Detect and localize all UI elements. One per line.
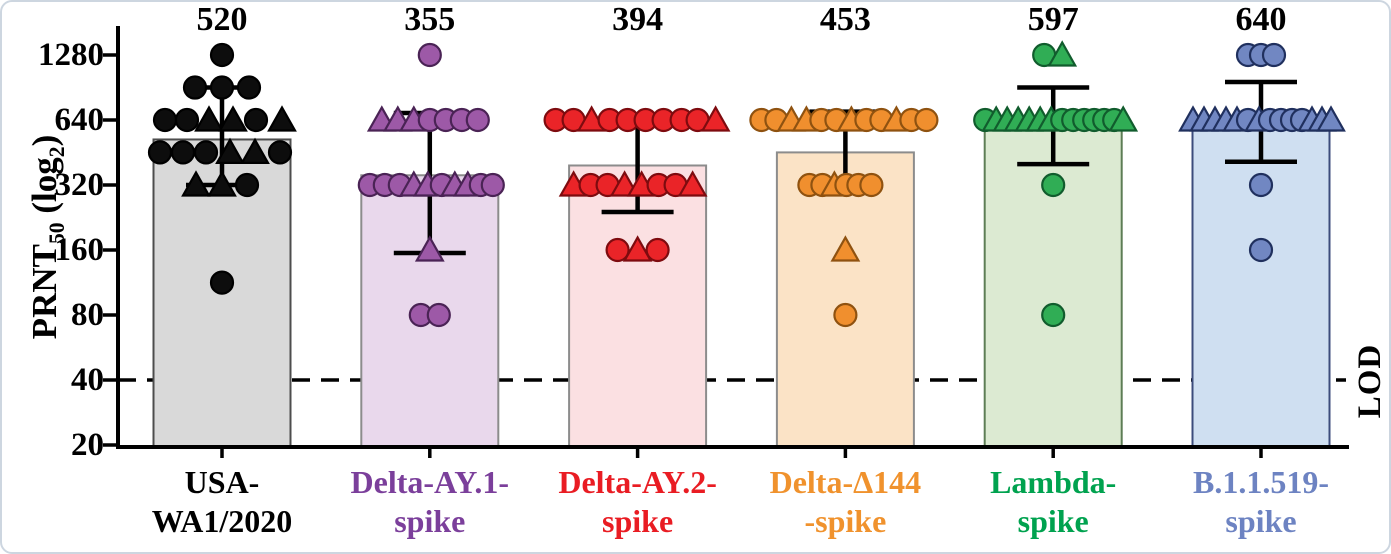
data-point: [426, 302, 451, 328]
data-point: [1041, 172, 1066, 198]
data-point: [859, 172, 884, 198]
group-label-line1: B.1.1.519-: [1193, 464, 1329, 500]
data-point: [1248, 172, 1274, 198]
data-point: [209, 42, 235, 68]
data-point: [700, 105, 731, 132]
group-label-line1: Delta-Δ144: [769, 464, 922, 500]
data-point: [830, 235, 861, 262]
bar-B.1.1.519-spike: [1191, 119, 1331, 448]
gmt-value: 453: [819, 1, 871, 38]
data-point: [833, 302, 858, 328]
data-point: [1108, 105, 1139, 132]
data-point: [417, 42, 442, 68]
lod-label: LOD: [1352, 343, 1388, 419]
group-label-line2: spike: [1017, 503, 1089, 539]
y-tick-label: 40: [71, 362, 104, 398]
data-point: [605, 237, 630, 263]
data-point: [1248, 237, 1274, 263]
y-tick-label: 640: [54, 102, 105, 138]
data-point: [147, 140, 173, 165]
gmt-value: 394: [612, 1, 664, 38]
data-point: [152, 107, 178, 133]
y-tick-label: 1280: [38, 37, 104, 73]
group-label-line2: WA1/2020: [151, 503, 293, 539]
group-label-line1: USA-: [184, 464, 260, 500]
data-point: [243, 107, 269, 133]
data-point: [465, 107, 490, 133]
data-point: [677, 170, 708, 197]
data-point: [267, 105, 297, 132]
y-tick-label: 160: [54, 232, 105, 268]
data-point: [645, 237, 670, 263]
group-label-line2: spike: [602, 503, 674, 539]
data-point: [480, 172, 505, 198]
data-point: [181, 170, 211, 197]
data-point: [240, 137, 270, 165]
data-point: [236, 75, 262, 100]
data-point: [170, 140, 196, 165]
data-point: [215, 137, 245, 165]
gmt-value: 597: [1027, 1, 1079, 38]
data-point: [1316, 105, 1346, 132]
data-point: [209, 75, 235, 100]
data-point: [1261, 42, 1287, 68]
group-label-line2: spike: [1225, 503, 1297, 539]
group-label-line2: spike: [394, 503, 466, 539]
data-point: [194, 105, 224, 132]
data-point: [207, 170, 237, 197]
data-point: [182, 75, 208, 100]
gmt-value: 640: [1235, 1, 1287, 38]
data-point: [622, 235, 653, 262]
data-point: [234, 172, 260, 198]
data-point: [1041, 302, 1066, 328]
data-point: [174, 107, 200, 133]
y-tick-label: 20: [71, 427, 104, 463]
data-point: [218, 105, 248, 132]
data-point: [209, 270, 235, 295]
y-axis-title-sub2: 2: [45, 146, 69, 158]
data-point: [414, 235, 445, 262]
group-label-line1: Delta-AY.1-: [350, 464, 510, 500]
data-point: [1047, 40, 1078, 67]
data-point: [914, 107, 939, 133]
group-label-line1: Delta-AY.2-: [558, 464, 717, 500]
gmt-value: 355: [404, 1, 456, 38]
y-tick-label: 80: [71, 297, 104, 333]
group-label-line1: Lambda-: [990, 464, 1117, 500]
data-point: [267, 140, 293, 165]
gmt-value: 520: [196, 1, 248, 38]
data-point: [193, 140, 219, 165]
y-tick-label: 320: [54, 167, 105, 203]
group-label-line2: -spike: [804, 503, 887, 539]
